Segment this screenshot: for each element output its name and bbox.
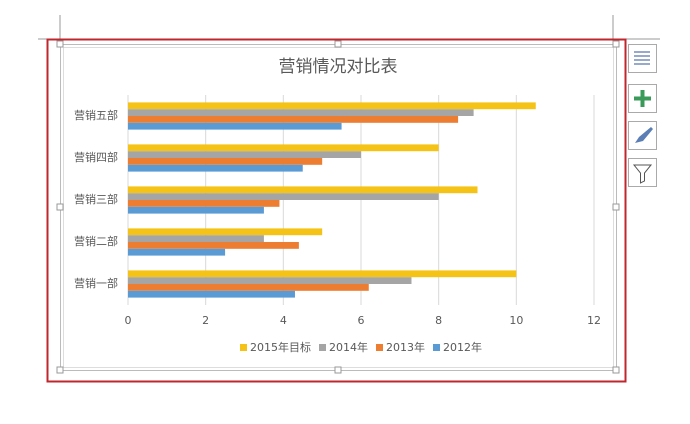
bar [128, 102, 536, 110]
x-tick-label: 4 [280, 314, 287, 327]
bar [128, 228, 323, 236]
bar [128, 284, 369, 291]
bar [128, 235, 264, 242]
bar [128, 116, 459, 123]
legend-label: 2015年目标 [250, 340, 311, 354]
legend-swatch [240, 344, 247, 351]
legend-swatch [433, 344, 440, 351]
x-tick-label: 0 [125, 314, 132, 327]
chart-title: 营销情况对比表 [279, 57, 398, 77]
selection-highlight [46, 38, 627, 383]
handle[interactable] [334, 366, 342, 374]
icon [634, 90, 651, 107]
y-tick-label: 营销一部 [74, 276, 118, 290]
x-tick-label: 2 [202, 314, 209, 327]
bar [128, 151, 361, 158]
handle[interactable] [56, 203, 64, 211]
handle[interactable] [612, 40, 620, 48]
bar [128, 242, 299, 249]
handle[interactable] [612, 366, 620, 374]
resize-handles [56, 40, 620, 374]
x-tick-label: 12 [587, 314, 601, 327]
x-tick-label: 6 [358, 314, 365, 327]
bar [128, 144, 439, 152]
icon [635, 127, 653, 143]
bar [128, 186, 478, 194]
icon [632, 164, 653, 184]
chart-elements-button[interactable] [628, 44, 657, 73]
x-tick-label: 8 [435, 314, 442, 327]
handle[interactable] [56, 366, 64, 374]
bar [128, 206, 264, 214]
x-tick-label: 10 [509, 314, 523, 327]
y-tick-label: 营销五部 [74, 108, 118, 122]
bar [128, 193, 439, 200]
legend-swatch [376, 344, 383, 351]
bar [128, 158, 323, 165]
y-tick-label: 营销四部 [74, 150, 118, 164]
handle[interactable] [612, 203, 620, 211]
bar [128, 109, 474, 116]
bar [128, 277, 412, 284]
y-tick-label: 营销二部 [74, 234, 118, 248]
legend-label: 2013年 [386, 340, 425, 354]
legend-swatch [319, 344, 326, 351]
handle[interactable] [56, 40, 64, 48]
bar [128, 270, 517, 278]
side-buttons [628, 44, 657, 187]
bar [128, 164, 303, 172]
bar [128, 290, 295, 298]
legend-label: 2012年 [443, 340, 482, 354]
bar [128, 122, 342, 130]
bar [128, 248, 226, 256]
icon [634, 51, 650, 65]
y-tick-label: 营销三部 [74, 192, 118, 206]
legend-label: 2014年 [329, 340, 368, 354]
handle[interactable] [334, 40, 342, 48]
bar [128, 200, 280, 207]
